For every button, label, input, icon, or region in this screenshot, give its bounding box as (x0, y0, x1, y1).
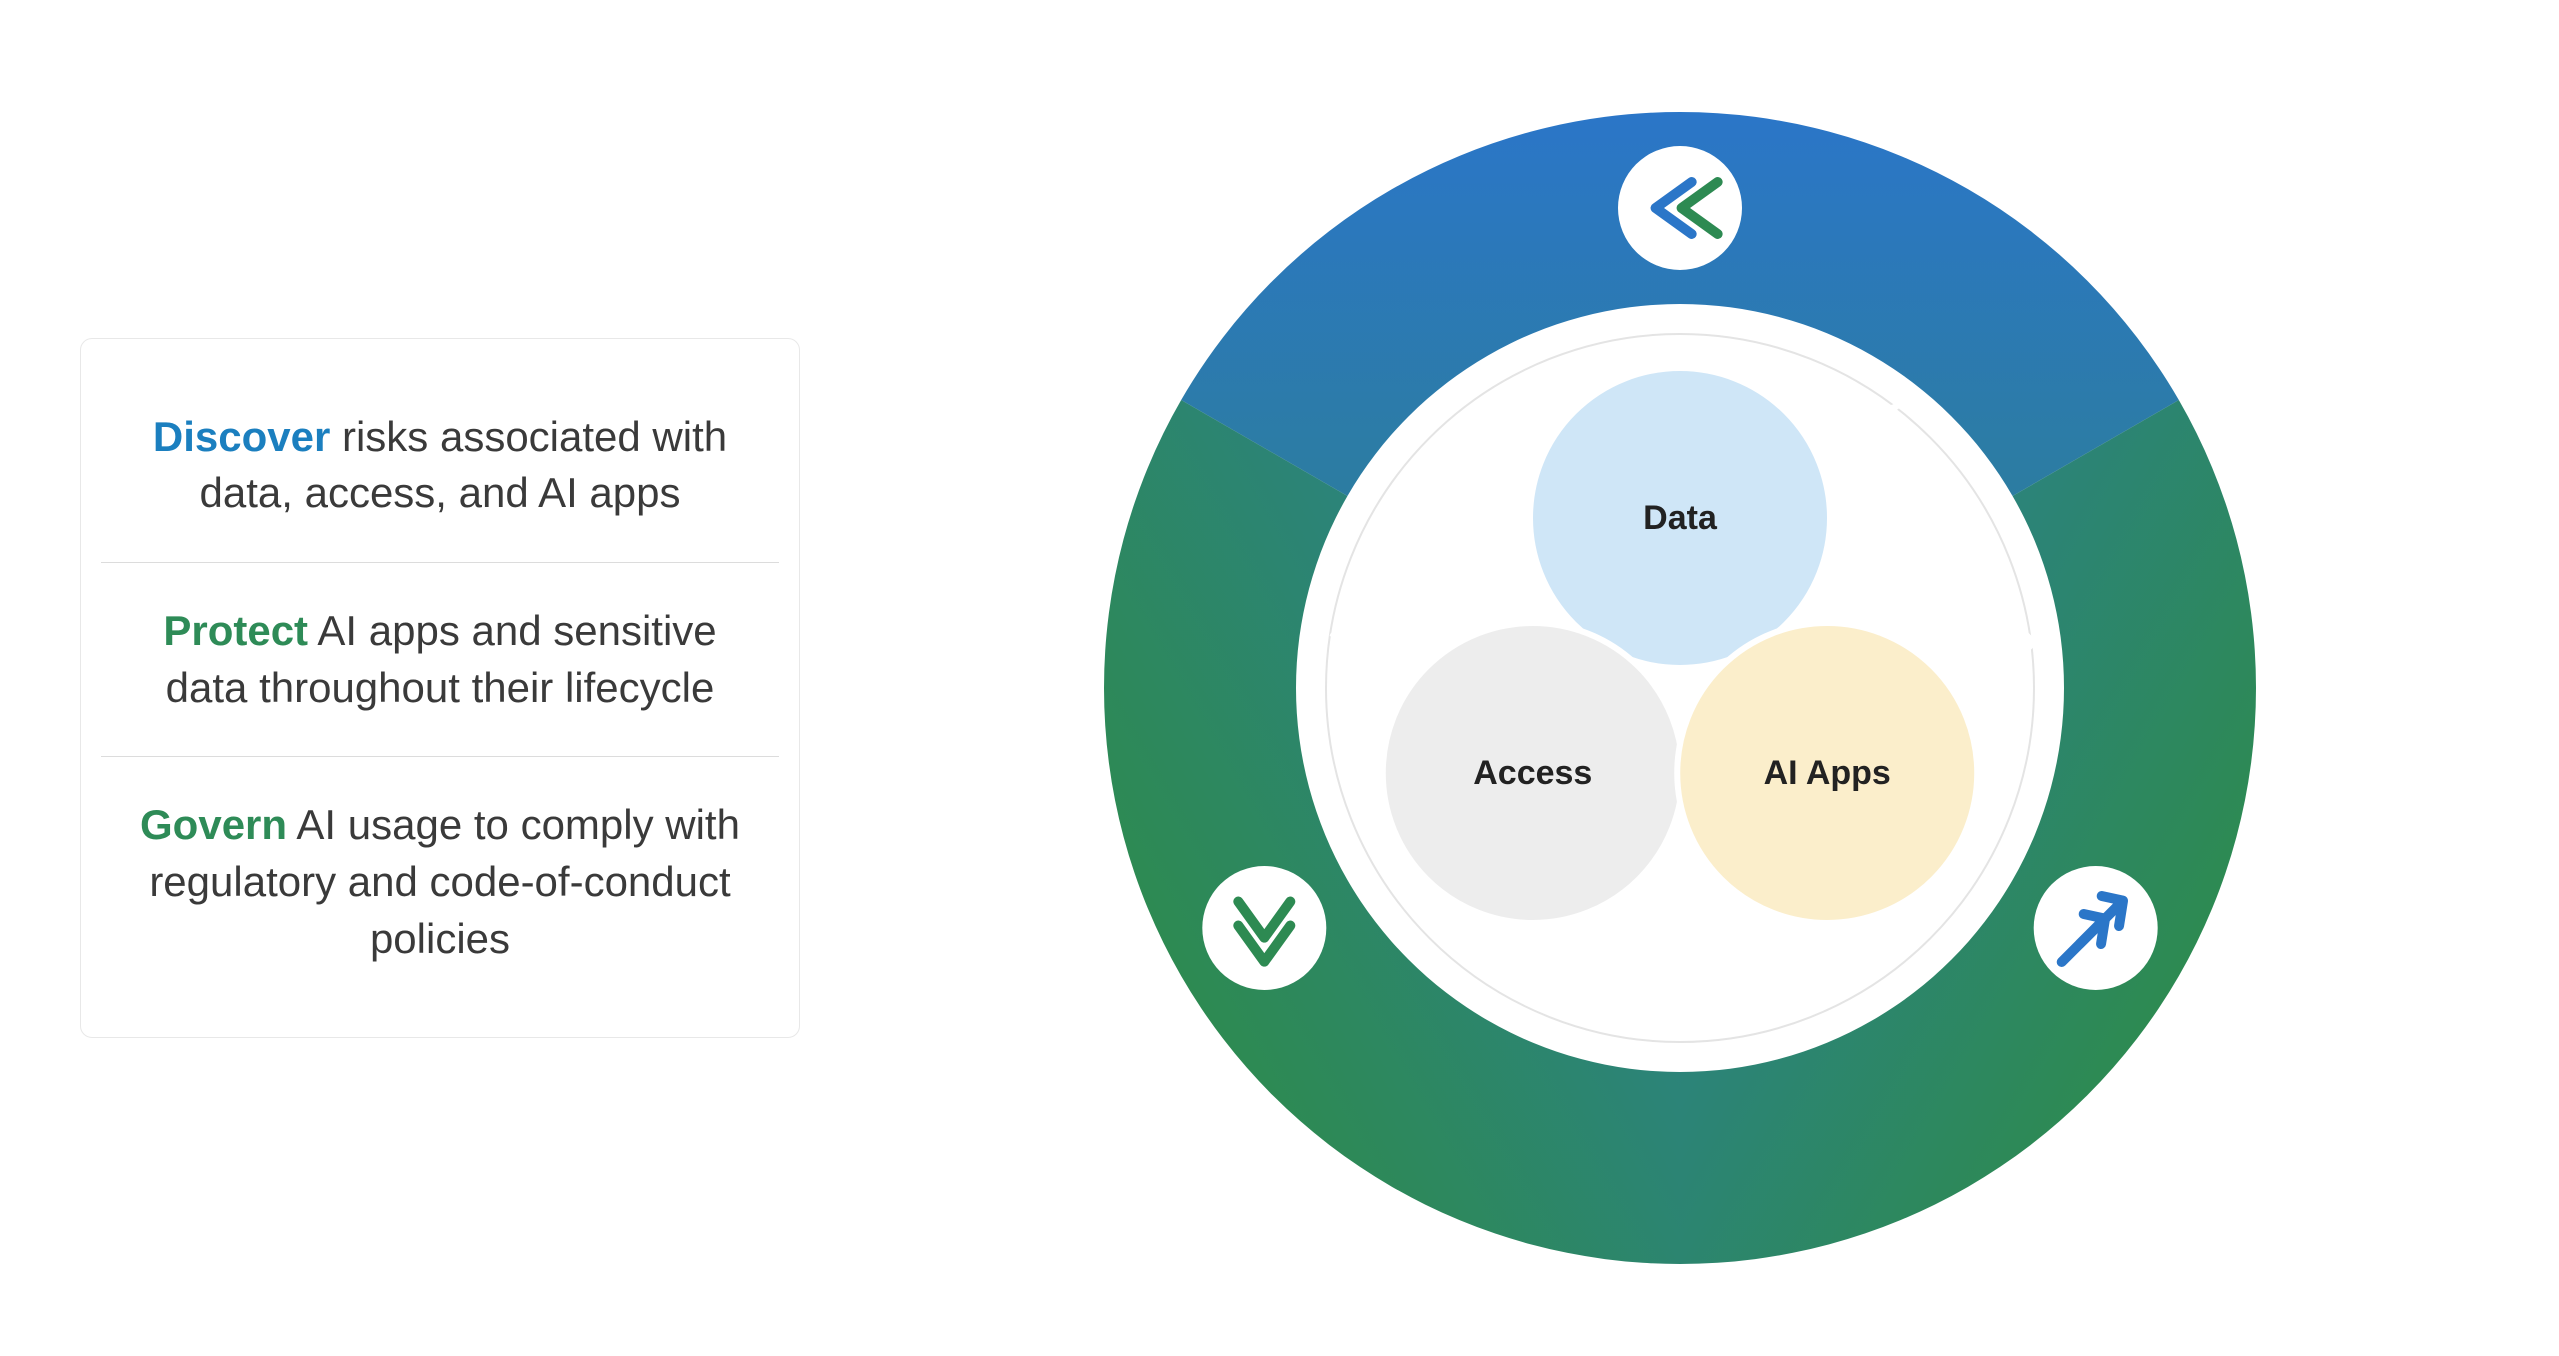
keyword-govern: Govern (140, 801, 287, 848)
ring-label-runtime: Runtime (1587, 977, 1773, 1037)
keyword-discover: Discover (153, 413, 330, 460)
bubble-ai-apps: AI Apps (1677, 623, 1977, 923)
badge-90: double-chevron-left (1618, 146, 1742, 270)
badge-210: double-chevron-down (1202, 866, 1326, 990)
svg-text:Data: Data (1643, 499, 1718, 537)
left-item-protect: Protect AI apps and sensitive data throu… (101, 562, 779, 756)
badge-330: double-chevron-upright (2034, 866, 2158, 990)
bubble-data: Data (1530, 368, 1830, 668)
slide-root: Discover risks associated with data, acc… (0, 0, 2559, 1356)
keyword-protect: Protect (163, 607, 308, 654)
bubble-access: Access (1383, 623, 1683, 923)
ring-svg: DeploymentDevelopmentRuntimedouble-chevr… (1080, 88, 2280, 1288)
left-item-discover: Discover risks associated with data, acc… (101, 369, 779, 562)
svg-text:Access: Access (1473, 754, 1592, 792)
ring-diagram: DeploymentDevelopmentRuntimedouble-chevr… (1080, 88, 2280, 1288)
svg-text:AI Apps: AI Apps (1764, 754, 1891, 792)
left-item-govern: Govern AI usage to comply with regulator… (101, 756, 779, 1007)
left-panel: Discover risks associated with data, acc… (80, 338, 800, 1039)
